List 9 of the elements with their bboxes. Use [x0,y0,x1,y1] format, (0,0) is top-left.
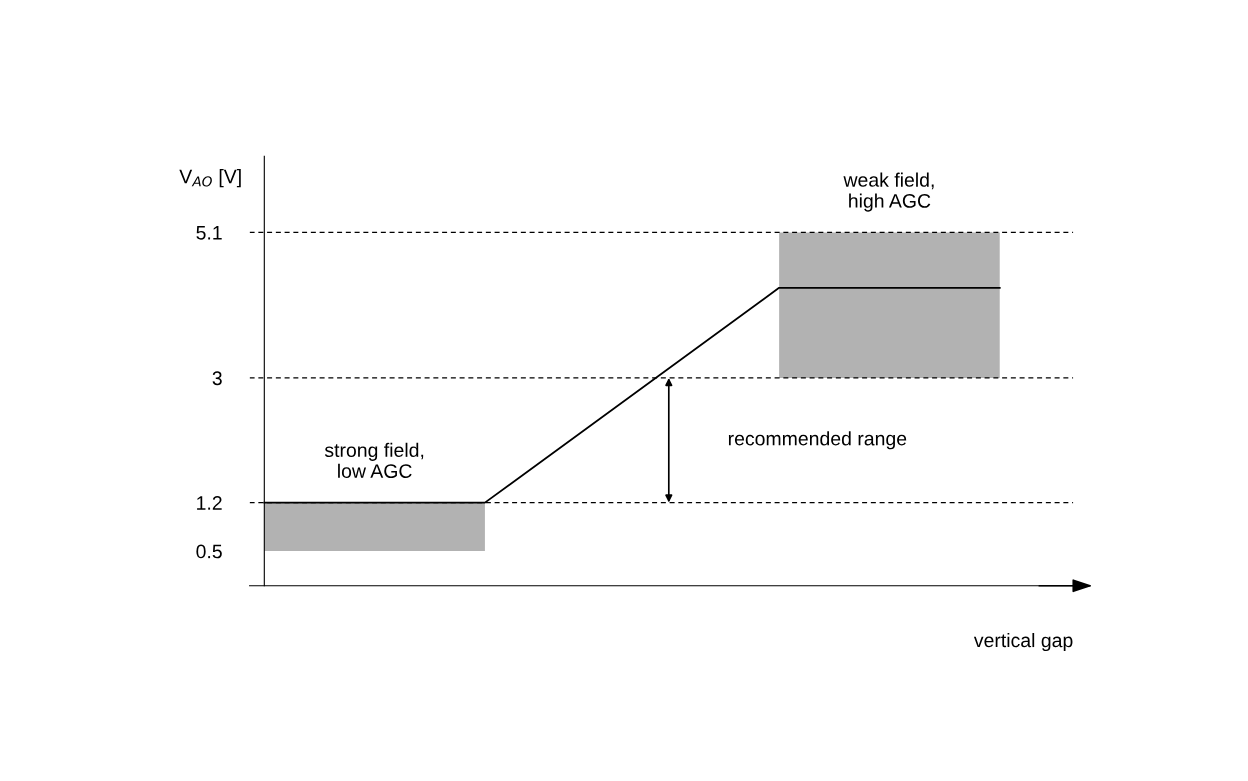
annotation: weak field, high AGC [843,172,934,212]
y-tick-label: 0.5 [196,544,222,559]
y-tick-label: 5.1 [196,226,222,240]
annotation: recommended range [728,431,907,450]
y-tick-label: 1.2 [197,496,222,510]
y-tick-label: 3 [212,371,222,386]
x-axis-title: vertical gap [973,632,1073,652]
annotation: strong field, low AGC [324,442,424,478]
y-axis-title: V$_{AO}$ [V] [179,169,241,188]
